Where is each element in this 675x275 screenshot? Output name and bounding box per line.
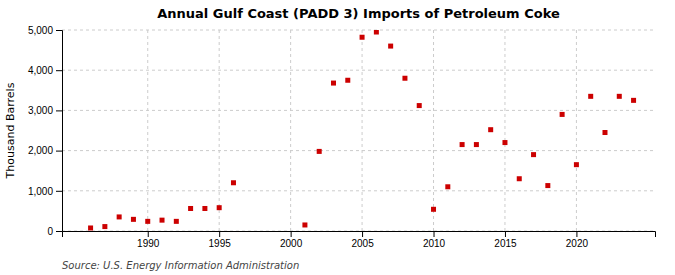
point bbox=[360, 35, 365, 40]
x-tick: 2015 bbox=[494, 231, 517, 249]
point bbox=[488, 127, 493, 132]
grid-line-y bbox=[62, 30, 655, 31]
x-tick-label: 1995 bbox=[209, 238, 232, 249]
point bbox=[460, 142, 465, 147]
y-tick-label: 5,000 bbox=[28, 25, 53, 36]
point bbox=[188, 206, 193, 211]
grid-line-x bbox=[504, 30, 505, 231]
grid-line-y bbox=[62, 110, 655, 111]
point bbox=[545, 183, 550, 188]
point bbox=[588, 94, 593, 99]
x-axis: 1990 1995 2000 2005 2010 2015 2020 bbox=[63, 231, 656, 249]
y-axis-title: Thousand Barrels bbox=[4, 82, 17, 179]
grid-line-x bbox=[219, 30, 220, 231]
x-tick: 2010 bbox=[423, 231, 446, 249]
y-tick-mark bbox=[56, 231, 62, 232]
point bbox=[517, 176, 522, 181]
x-tick: 2000 bbox=[280, 231, 303, 249]
y-tick: 1,000 bbox=[28, 186, 62, 197]
title: Annual Gulf Coast (PADD 3) Imports of Pe… bbox=[157, 6, 560, 21]
grid-line-x bbox=[433, 30, 434, 231]
grid-line-x bbox=[147, 30, 148, 231]
x-tick-mark bbox=[148, 231, 149, 237]
x-tick-label: 2010 bbox=[423, 238, 446, 249]
point bbox=[202, 206, 207, 211]
y-axis-line bbox=[56, 31, 63, 232]
x-tick-label: 2015 bbox=[494, 238, 517, 249]
y-axis: 0 1,000 2,000 3,000 4,000 5,000 bbox=[28, 25, 63, 237]
y-tick: 3,000 bbox=[28, 105, 62, 116]
grid-line-y bbox=[62, 150, 655, 151]
y-tick: 0 bbox=[47, 226, 62, 237]
x-tick-mark bbox=[362, 231, 363, 237]
grid-line-x bbox=[576, 30, 577, 231]
x-tick: 2020 bbox=[566, 231, 589, 249]
plot: 1990 1995 2000 2005 2010 2015 2020 0 1,000 2,000 3… bbox=[28, 25, 656, 249]
point bbox=[231, 180, 236, 185]
point bbox=[474, 142, 479, 147]
point bbox=[560, 112, 565, 117]
grid-line-y bbox=[62, 190, 655, 191]
x-tick-mark bbox=[505, 231, 506, 237]
x-axis-line bbox=[63, 232, 656, 238]
y-tick-label: 3,000 bbox=[28, 105, 53, 116]
y-tick-mark bbox=[56, 110, 62, 111]
y-tick-mark bbox=[56, 70, 62, 71]
point bbox=[631, 98, 636, 103]
y-tick-mark bbox=[56, 191, 62, 192]
x-tick-mark bbox=[576, 231, 577, 237]
x-tick-mark bbox=[434, 231, 435, 237]
point bbox=[431, 207, 436, 212]
y-tick: 2,000 bbox=[28, 145, 62, 156]
y-tick-label: 0 bbox=[47, 226, 53, 237]
point bbox=[617, 94, 622, 99]
x-tick-label: 2005 bbox=[351, 238, 374, 249]
point bbox=[602, 130, 607, 135]
point bbox=[131, 217, 136, 222]
point bbox=[574, 162, 579, 167]
points bbox=[88, 30, 636, 230]
point bbox=[317, 149, 322, 154]
point bbox=[374, 30, 379, 35]
grid-line-y bbox=[62, 70, 655, 71]
point bbox=[145, 219, 150, 224]
y-tick: 5,000 bbox=[28, 25, 62, 36]
chart: 1990 1995 2000 2005 2010 2015 2020 0 1,000 2,000 3… bbox=[0, 0, 675, 275]
y-tick-label: 2,000 bbox=[28, 145, 53, 156]
x-tick-mark bbox=[291, 231, 292, 237]
point bbox=[402, 76, 407, 81]
point bbox=[174, 219, 179, 224]
grid-line-x bbox=[362, 30, 363, 231]
y-tick-label: 1,000 bbox=[28, 186, 53, 197]
x-tick: 1995 bbox=[209, 231, 232, 249]
x-tick: 1990 bbox=[137, 231, 160, 249]
y-tick-mark bbox=[56, 30, 62, 31]
point bbox=[445, 184, 450, 189]
point bbox=[217, 205, 222, 210]
point bbox=[102, 224, 107, 229]
point bbox=[345, 78, 350, 83]
y-tick: 4,000 bbox=[28, 65, 62, 76]
point bbox=[302, 222, 307, 227]
grid bbox=[62, 30, 655, 231]
source: Source: U.S. Energy Information Administ… bbox=[62, 260, 299, 271]
x-tick-label: 1990 bbox=[137, 238, 160, 249]
x-tick-label: 2020 bbox=[566, 238, 589, 249]
y-tick-label: 4,000 bbox=[28, 65, 53, 76]
point bbox=[160, 218, 165, 223]
grid-line-x bbox=[290, 30, 291, 231]
point bbox=[117, 214, 122, 219]
point bbox=[88, 225, 93, 230]
x-tick-label: 2000 bbox=[280, 238, 303, 249]
point bbox=[331, 81, 336, 86]
x-tick-mark bbox=[219, 231, 220, 237]
x-tick: 2005 bbox=[351, 231, 374, 249]
point bbox=[531, 152, 536, 157]
y-tick-mark bbox=[56, 151, 62, 152]
point bbox=[388, 44, 393, 49]
point bbox=[417, 103, 422, 108]
point bbox=[502, 140, 507, 145]
